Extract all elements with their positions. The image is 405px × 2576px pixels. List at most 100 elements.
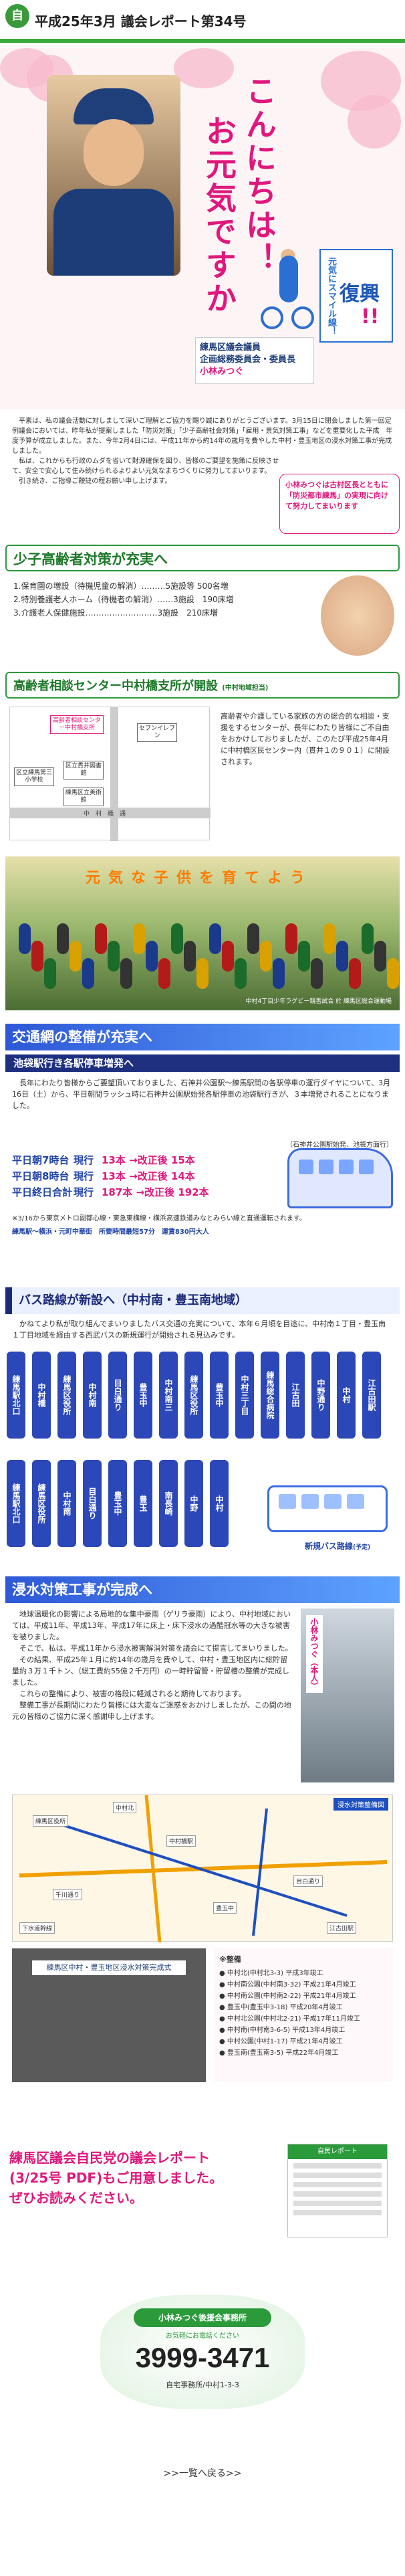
transit-heading: 交通網の整備が充実へ (5, 1024, 400, 1050)
center-map: 中 村 橋 通 高齢者相談センター中村橋支所 セブンイレブン 区立貫井図書館 区… (9, 707, 211, 841)
transit-subheading: 池袋駅行き各駅停車増発へ (5, 1054, 400, 1072)
office-sub: お気軽にお電話ください (166, 2332, 239, 2340)
intro: 平素は、私の議会活動に対しまして深いご理解とご協力を賜り誠にありがとうございます… (0, 409, 405, 538)
player-figure (158, 958, 170, 989)
bus-stop: 江古田 (286, 1352, 305, 1439)
tag-line1: 練馬区議会議員 (200, 343, 261, 353)
phone-number[interactable]: 3999-3471 (135, 2342, 270, 2373)
back-to-list-link[interactable]: >>一覧へ戻る>> (163, 2468, 242, 2479)
flood-p2: そこで、私は、平成11年から浸水被害解消対策を議会にて提言してまいりました。 (19, 1644, 293, 1653)
bus-heading: バス路線が新設へ（中村南・豊玉南地域） (5, 1287, 400, 1314)
bus-section: バス路線が新設へ（中村南・豊玉南地域） かねてより私が取り組んでまいりましたバス… (0, 1285, 405, 1568)
bus-illustration (267, 1485, 388, 1532)
map-park: 練馬区立美術館 (63, 788, 104, 806)
player-figure (362, 923, 374, 954)
player-figure (196, 958, 209, 989)
pdf-line (293, 2182, 382, 2187)
map-label: 江古田駅 (327, 1922, 357, 1934)
train-window (339, 1160, 354, 1174)
transit-note-route: 練馬駅〜横浜・元町中華街 所要時間最短57分 運賃830円大人 (12, 1228, 209, 1236)
map-label: 目白通り (293, 1875, 323, 1887)
flood-map-roads (19, 1795, 388, 1942)
map-label: 下水道幹線 (19, 1922, 55, 1934)
center-section: 高齢者相談センター中村橋支所が開設 (中村地域担当) 中 村 橋 通 高齢者相談… (0, 669, 405, 850)
report-line1: 練馬区議会自民党の議会レポート (9, 2150, 210, 2166)
map-road-label: 中 村 橋 通 (84, 811, 126, 818)
row-label: 平日終日合計 (12, 1186, 73, 1198)
bus-stop: 中村南三 (159, 1352, 178, 1439)
row-to: 改正後 15本 (137, 1154, 195, 1166)
schedule-item: ● 中村北公園(中村北2-21) 平成17年11月竣工 (219, 2015, 361, 2023)
report-text[interactable]: 練馬区議会自民党の議会レポート (3/25号 PDF)もご用意しました。 ぜひお… (9, 2148, 263, 2208)
bus-stop: 南長崎 (159, 1460, 178, 1547)
schedule-list: ● 中村北(中村北3-3) 平成3年竣工 ● 中村南公園(中村南3-32) 平成2… (219, 1968, 388, 2059)
header: 自 平成25年3月 議会レポート第34号 (0, 0, 405, 48)
map-seven: セブンイレブン (137, 723, 177, 742)
transit-section: 交通網の整備が充実へ 池袋駅行き各駅停車増発へ 長年にわたり皆様からご要望頂いて… (0, 1021, 405, 1289)
bus-stop: 豊玉中 (108, 1460, 127, 1547)
pdf-line (293, 2201, 382, 2206)
schedule-item: ● 中村南公園(中村南2-22) 平成21年4月竣工 (219, 1993, 356, 2000)
bus-stops-lower: 練馬駅北口 練馬区役所 中村南 目白通り 豊玉中 豊玉 南長崎 中野 中村 (7, 1460, 401, 1554)
kids-title: 元気な子供を育てよう (86, 870, 313, 887)
greeting-line1: こんにちは！ (241, 75, 277, 276)
bus-stop: 練馬区役所 (184, 1352, 203, 1439)
bus-stop: 練馬駅北口 (7, 1352, 25, 1439)
map-school: 区立練馬第三小学校 (14, 767, 54, 786)
row-label: 平日朝7時台 (12, 1154, 70, 1166)
bus-stop: 豊玉中 (210, 1352, 229, 1439)
player-figure (323, 923, 335, 954)
row-from: 13本 (102, 1154, 126, 1166)
map-road (110, 707, 118, 841)
row-from: 13本 (102, 1170, 126, 1182)
elderly-list: 1.保育園の増設（待機児童の解消）………5施設等 500名増 2.特別養護老人ホ… (13, 579, 234, 620)
bus-window (301, 1494, 319, 1509)
elderly-section: 少子高齢者対策が充実へ 1.保育園の増設（待機児童の解消）………5施設等 500… (0, 542, 405, 669)
row-to: 改正後 14本 (137, 1170, 195, 1182)
bus-stop: 中村南 (57, 1460, 76, 1547)
fukko-title: 復興 (340, 282, 380, 306)
map-label: 千川通り (53, 1889, 83, 1900)
player-figure (247, 923, 259, 954)
schedule-title: ※整備 (219, 1955, 241, 1964)
new-route-text: 新規バス路線 (305, 1542, 354, 1551)
player-figure (235, 958, 247, 989)
player-figure (133, 923, 145, 954)
pdf-line (293, 2173, 382, 2178)
umbrella-photo: 小林みつぐ（本人） (301, 1608, 394, 1782)
player-figure (70, 941, 82, 972)
office-address: 自宅事務所/中村1-3-3 (166, 2381, 239, 2389)
bus-window (324, 1494, 342, 1509)
timetable-row: 平日終日合計 現行 187本 →改正後 192本 (12, 1184, 209, 1200)
player-figure (171, 923, 183, 954)
schedule-item: ● 中村公園(中村1-17) 平成21年4月竣工 (219, 2038, 343, 2045)
party-logo: 自 (5, 4, 29, 28)
header-rule (0, 39, 405, 43)
intro-p3: 引き続き、ご指導ご鞭撻の程お願い申し上げます。 (19, 478, 172, 485)
schedule-item: ● 中村南(中村南3-6-5) 平成13年4月竣工 (219, 2027, 346, 2034)
center-heading-note: (中村地域担当) (222, 684, 269, 692)
new-route-label: 新規バス路線(予定) (305, 1540, 370, 1552)
report-pdf-thumbnail[interactable]: 自民レポート (287, 2144, 388, 2237)
row-label: 平日朝8時台 (12, 1170, 70, 1182)
kids-caption: 中村4丁目少年ラグビー親善試合 於 練馬区総合運動場 (245, 998, 392, 1005)
list-item: 2.特別養護老人ホーム（待機者の解消）……3施設 190床増 (13, 595, 234, 604)
bus-stop: 練馬区役所 (32, 1460, 51, 1547)
flood-p1: 地球温暖化の影響による局地的な集中豪雨（ゲリラ豪雨）により、中村地域においては、… (12, 1610, 291, 1641)
player-figure (311, 958, 323, 989)
player-figure (298, 941, 310, 972)
face-shape (84, 119, 144, 186)
list-item: 3.介護老人保健施設………………………3施設 210床増 (13, 608, 218, 618)
flood-section: 浸水対策工事が完成へ 地球温暖化の影響による局地的な集中豪雨（ゲリラ豪雨）により… (0, 1574, 405, 2096)
ceremony-photo: 練馬区中村・豊玉地区浸水対策完成式 (12, 1948, 206, 2082)
bus-stop: 中野 (184, 1460, 203, 1547)
timetable: 平日朝7時台 現行 13本 →改正後 15本 平日朝8時台 現行 13本 →改正後 14… (12, 1152, 209, 1200)
center-desc: 高齢者や介護している家族の方の総合的な相談・支援をするセンターが、長年にわたり皆… (221, 712, 390, 766)
blossom-deco (174, 48, 234, 88)
bus-stop: 練馬駅北口 (7, 1460, 25, 1547)
flood-map: 浸水対策整備図 練馬区役所 中村橋駅 目白通り 豊玉中 千川通り 江古田駅 中村… (12, 1795, 393, 1942)
pdf-line (293, 2210, 382, 2215)
elderly-illustration (321, 575, 394, 656)
row-arrow: → (129, 1170, 138, 1182)
hero: こんにちは！ お元気ですか 元気にスマイル線！ 復興 !! 練馬区議会議員 企画… (0, 48, 405, 409)
